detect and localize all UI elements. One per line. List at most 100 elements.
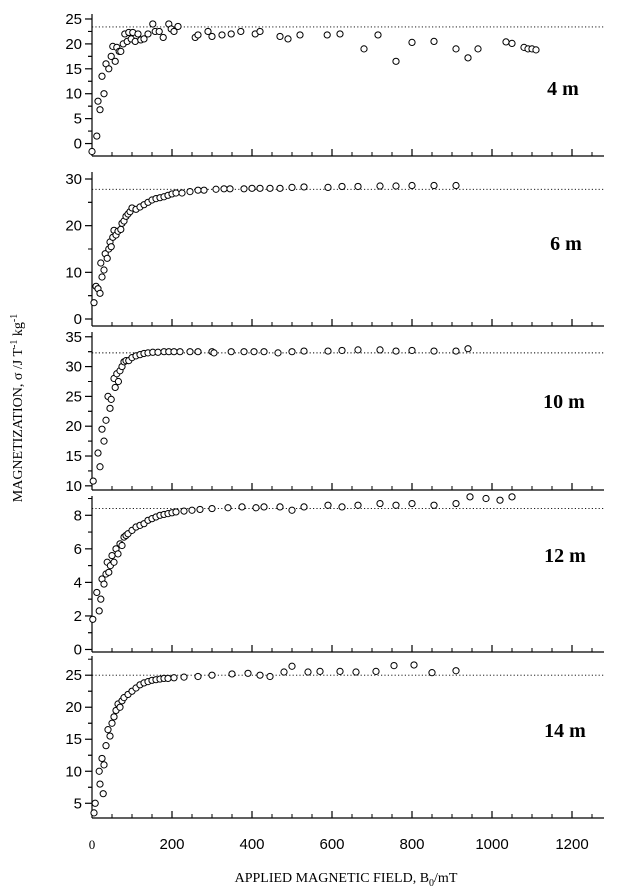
y-tick-label: 25 (65, 11, 82, 28)
data-point (256, 184, 264, 192)
data-point (316, 667, 324, 675)
data-point (224, 504, 232, 512)
data-point (260, 503, 268, 511)
data-point (172, 508, 180, 516)
data-point (237, 27, 245, 36)
data-point (452, 499, 460, 508)
y-tick-label: 20 (65, 36, 82, 53)
data-point (288, 348, 296, 356)
data-point (102, 742, 110, 750)
x-axis-title-main: APPLIED MAGNETIC FIELD, B (235, 871, 429, 886)
data-point (360, 45, 368, 53)
y-axis-title: MAGNETIZATION, σ /J T-1 kg-1 (9, 314, 26, 502)
data-point (196, 505, 204, 514)
data-point (502, 38, 510, 46)
y-tick-label: 5 (74, 795, 82, 812)
data-point (204, 27, 212, 36)
data-point (410, 661, 418, 669)
data-point (284, 35, 292, 43)
data-point (276, 503, 284, 511)
data-point (276, 184, 284, 192)
data-point (374, 31, 382, 39)
data-point (323, 31, 331, 39)
data-point (103, 254, 111, 262)
data-point (408, 181, 416, 190)
data-point (194, 31, 202, 39)
data-point (338, 182, 346, 191)
data-point (105, 65, 113, 73)
data-point (532, 46, 540, 54)
data-point (107, 52, 115, 60)
data-point (496, 496, 504, 504)
y-tick-label: 2 (74, 608, 82, 625)
data-point (276, 32, 284, 41)
x-tick-label: 0 (89, 837, 96, 852)
data-point (220, 185, 228, 193)
data-point (248, 184, 256, 192)
data-point (110, 558, 118, 566)
y-tick-label: 30 (65, 171, 82, 188)
data-point (428, 669, 436, 677)
data-point (98, 273, 106, 281)
data-point (134, 30, 142, 38)
data-point (408, 346, 416, 355)
data-point (106, 404, 114, 412)
data-point (111, 57, 119, 65)
data-point (164, 674, 172, 683)
data-point (114, 377, 123, 386)
data-point (256, 27, 264, 36)
data-point (252, 504, 260, 512)
y-tick-label: 15 (65, 731, 82, 748)
x-tick-label: 800 (399, 836, 424, 853)
data-point (96, 780, 104, 788)
x-tick-label: 1200 (555, 836, 588, 853)
data-point (200, 186, 208, 194)
data-point (300, 183, 308, 191)
data-point (186, 348, 194, 356)
data-point (107, 243, 115, 251)
data-point (117, 225, 125, 233)
data-point (100, 437, 108, 445)
data-point (280, 668, 288, 676)
x-tick-label: 1000 (475, 836, 508, 853)
data-point (154, 348, 162, 356)
y-axis-title-part: MAGNETIZATION, σ /J T (11, 348, 26, 503)
data-point (89, 477, 97, 485)
data-point (170, 27, 178, 36)
y-tick-label: 6 (74, 541, 82, 558)
data-point (392, 182, 400, 190)
data-point (176, 348, 184, 356)
data-point (194, 348, 202, 356)
data-point (208, 504, 216, 513)
y-axis-title-part: kg (11, 322, 26, 340)
data-point (117, 47, 125, 55)
data-point (107, 395, 115, 403)
data-point (392, 347, 400, 355)
y-tick-label: 10 (65, 86, 82, 103)
x-axis-title-unit: /mT (434, 871, 458, 886)
data-point (266, 184, 274, 192)
y-tick-label: 0 (74, 311, 82, 328)
data-point (110, 713, 118, 721)
data-point (100, 761, 108, 769)
data-point (218, 31, 226, 39)
data-point (104, 726, 112, 734)
data-point (159, 33, 167, 42)
data-point (118, 541, 126, 550)
y-axis-title-part: -1 (9, 314, 20, 322)
y-tick-label: 15 (65, 61, 82, 78)
data-point (266, 672, 274, 681)
data-point (90, 809, 98, 817)
data-point (108, 719, 116, 727)
data-point (100, 266, 108, 274)
data-point (212, 185, 220, 193)
y-tick-label: 30 (65, 359, 82, 376)
x-tick-label: 600 (319, 836, 344, 853)
data-point (452, 181, 460, 190)
data-point (288, 506, 296, 514)
data-point (116, 703, 124, 711)
data-point (106, 732, 114, 740)
data-point (194, 186, 202, 194)
data-point (354, 501, 362, 509)
